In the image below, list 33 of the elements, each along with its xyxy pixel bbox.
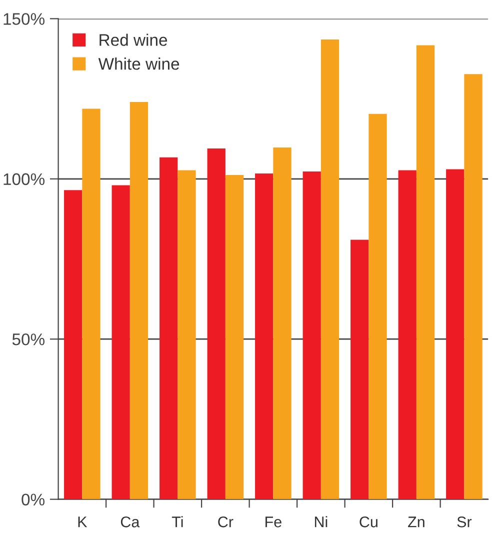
x-tick-label: K <box>78 516 88 528</box>
bar <box>464 74 482 500</box>
bar <box>368 114 387 500</box>
bar <box>255 173 274 500</box>
bar <box>64 190 82 500</box>
bar <box>273 147 292 500</box>
x-tick-label: Ni <box>314 516 328 528</box>
x-tick-label: Fe <box>266 516 282 528</box>
x-tick-label: Cr <box>218 516 234 528</box>
bar <box>446 169 464 500</box>
x-tick-label: Zn <box>408 516 424 528</box>
bar <box>302 172 321 500</box>
y-tick-label: 0% <box>22 494 45 506</box>
legend-label: White wine <box>98 58 180 70</box>
x-tick-label: Ti <box>172 516 183 528</box>
bar <box>398 170 416 500</box>
bar <box>225 175 244 500</box>
y-tick-label: 150% <box>4 13 45 25</box>
bar <box>207 148 226 500</box>
bar <box>320 40 340 500</box>
x-tick-label: Ca <box>120 516 140 528</box>
bar <box>350 240 369 500</box>
bar <box>112 185 130 500</box>
bar <box>82 108 100 500</box>
y-tick-label: 50% <box>12 333 45 346</box>
bar <box>416 45 435 500</box>
legend-label: Red wine <box>100 34 168 46</box>
bar <box>178 170 196 500</box>
x-tick-label: Sr <box>457 516 472 528</box>
bar <box>160 157 178 500</box>
y-tick-label: 100% <box>4 173 45 186</box>
x-tick-label: Cu <box>360 516 378 528</box>
bar <box>130 102 148 500</box>
